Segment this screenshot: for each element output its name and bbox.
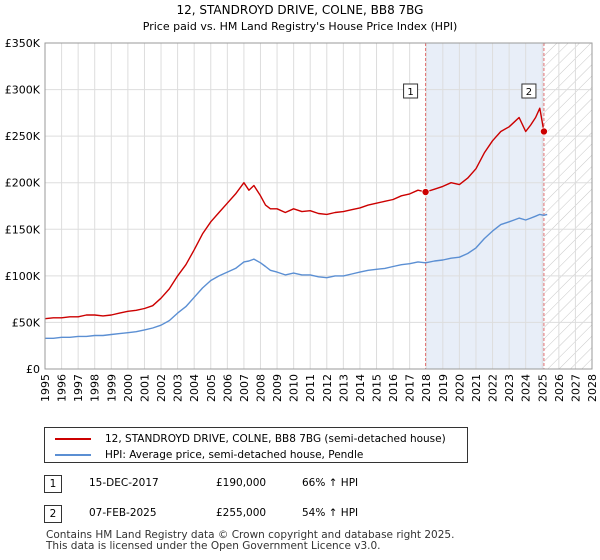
- x-tick-label: 2020: [453, 374, 466, 402]
- chart-transaction-label: 1: [407, 87, 413, 98]
- x-tick-label: 2011: [304, 374, 317, 402]
- chart-title: 12, STANDROYD DRIVE, COLNE, BB8 7BG: [177, 3, 424, 17]
- x-tick-label: 1999: [105, 374, 118, 402]
- projection-hatch: [543, 43, 592, 369]
- transaction-badge: 1: [44, 475, 62, 493]
- sale-point: [539, 127, 548, 136]
- x-tick-label: 2021: [470, 374, 483, 402]
- x-tick-label: 1995: [39, 374, 52, 402]
- x-tick-label: 2012: [321, 374, 334, 402]
- x-tick-label: 2014: [354, 374, 367, 402]
- x-tick-label: 2022: [487, 374, 500, 402]
- x-tick-label: 2007: [238, 374, 251, 402]
- x-tick-label: 2006: [221, 374, 234, 402]
- transaction-badge: 2: [44, 505, 62, 523]
- x-tick-label: 2025: [536, 374, 549, 402]
- x-tick-label: 2027: [569, 374, 582, 402]
- x-tick-label: 2001: [138, 374, 151, 402]
- y-tick-label: £300K: [5, 84, 41, 97]
- y-tick-label: £0: [26, 363, 40, 376]
- transaction-date: 07-FEB-2025: [89, 507, 157, 519]
- x-tick-label: 1998: [89, 374, 102, 402]
- y-tick-label: £200K: [5, 177, 41, 190]
- x-tick-label: 1996: [56, 374, 69, 402]
- x-tick-label: 2010: [288, 374, 301, 402]
- transaction-price: £190,000: [216, 477, 267, 489]
- x-tick-label: 2028: [586, 374, 599, 402]
- x-tick-label: 2024: [520, 374, 533, 402]
- y-tick-label: £50K: [12, 316, 41, 329]
- hpi-line: [45, 213, 548, 339]
- sale-point: [421, 188, 430, 197]
- footer-attribution: Contains HM Land Registry data © Crown c…: [46, 530, 454, 552]
- y-tick-label: £100K: [5, 270, 41, 283]
- x-tick-label: 2017: [404, 374, 417, 402]
- x-tick-label: 2015: [371, 374, 384, 402]
- transaction-hpi-change: 54% ↑ HPI: [302, 507, 359, 519]
- x-tick-label: 2009: [271, 374, 284, 402]
- legend-item-property: 12, STANDROYD DRIVE, COLNE, BB8 7BG (sem…: [55, 431, 446, 447]
- chart-transaction-box: [521, 83, 537, 99]
- legend-item-hpi: HPI: Average price, semi-detached house,…: [55, 447, 363, 463]
- x-tick-label: 2000: [122, 374, 135, 402]
- transaction-price: £255,000: [216, 507, 267, 519]
- legend-hpi-swatch: [55, 454, 91, 456]
- legend-property-swatch: [55, 438, 91, 440]
- y-tick-label: £150K: [5, 223, 41, 236]
- x-tick-label: 2013: [337, 374, 350, 402]
- footer-licence: This data is licensed under the Open Gov…: [46, 540, 381, 552]
- chart-transaction-box: [403, 83, 419, 99]
- x-tick-label: 2023: [503, 374, 516, 402]
- x-tick-label: 2019: [437, 374, 450, 402]
- chart-subtitle: Price paid vs. HM Land Registry's House …: [143, 20, 458, 33]
- x-tick-label: 2005: [205, 374, 218, 402]
- x-tick-label: 2016: [387, 374, 400, 402]
- plot-border: [44, 42, 593, 370]
- legend-hpi-label: HPI: Average price, semi-detached house,…: [105, 449, 364, 461]
- chart-transaction-label: 2: [526, 87, 532, 98]
- footer-copyright: Contains HM Land Registry data © Crown c…: [46, 529, 455, 541]
- legend-property-label: 12, STANDROYD DRIVE, COLNE, BB8 7BG (sem…: [105, 433, 446, 445]
- x-tick-label: 2026: [553, 374, 566, 402]
- price-chart: 12, STANDROYD DRIVE, COLNE, BB8 7BG Pric…: [5, 3, 599, 402]
- y-tick-label: £350K: [5, 37, 41, 50]
- property-price-line: [44, 107, 545, 320]
- transaction-hpi-change: 66% ↑ HPI: [302, 477, 359, 489]
- x-tick-label: 1997: [72, 374, 85, 402]
- x-tick-label: 2003: [172, 374, 185, 402]
- y-tick-label: £250K: [5, 130, 41, 143]
- legend: 12, STANDROYD DRIVE, COLNE, BB8 7BG (sem…: [44, 427, 468, 463]
- x-tick-label: 2018: [420, 374, 433, 402]
- x-tick-label: 2008: [254, 374, 267, 402]
- transaction-date: 15-DEC-2017: [89, 477, 159, 489]
- x-tick-label: 2002: [155, 374, 168, 402]
- x-tick-label: 2004: [188, 374, 201, 402]
